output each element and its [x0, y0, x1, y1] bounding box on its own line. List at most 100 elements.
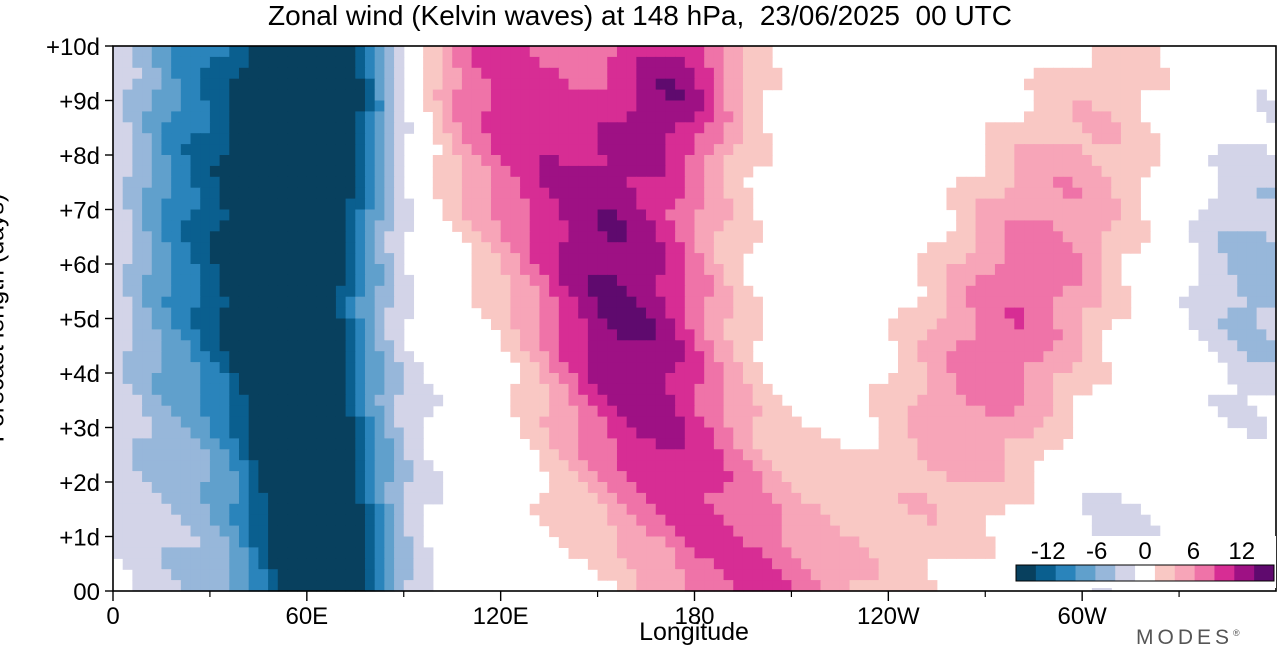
- field-cell: [403, 536, 415, 548]
- field-cell: [209, 296, 221, 309]
- field-cell: [1053, 405, 1064, 418]
- field-cell: [1150, 56, 1161, 69]
- field-cell: [142, 78, 153, 91]
- field-cell: [898, 471, 909, 483]
- field-cell: [1120, 514, 1132, 527]
- field-cell: [229, 285, 240, 298]
- field-cell: [539, 394, 550, 407]
- field-cell: [306, 351, 318, 363]
- field-cell: [122, 503, 133, 516]
- field-cell: [1072, 187, 1083, 200]
- field-cell: [306, 405, 318, 418]
- field-cell: [975, 471, 986, 483]
- field-cell: [655, 525, 667, 538]
- field-cell: [287, 155, 298, 167]
- field-cell: [1082, 165, 1093, 178]
- field-cell: [665, 89, 676, 102]
- field-cell: [1217, 187, 1229, 200]
- field-cell: [549, 373, 560, 385]
- field-cell: [713, 165, 725, 178]
- field-cell: [209, 471, 221, 483]
- field-cell: [161, 220, 172, 232]
- field-cell: [791, 460, 802, 472]
- field-cell: [1024, 220, 1035, 232]
- field-cell: [1256, 296, 1267, 309]
- field-cell: [1062, 274, 1074, 287]
- field-cell: [985, 318, 996, 330]
- field-cell: [209, 580, 221, 592]
- field-cell: [209, 482, 221, 494]
- field-cell: [268, 503, 279, 516]
- field-cell: [636, 176, 647, 189]
- field-cell: [432, 187, 444, 200]
- field-cell: [1217, 394, 1229, 407]
- field-cell: [132, 307, 143, 320]
- field-cell: [190, 187, 201, 200]
- field-cell: [297, 318, 308, 330]
- field-cell: [558, 122, 570, 134]
- field-cell: [442, 165, 453, 178]
- field-cell: [558, 285, 570, 298]
- field-cell: [394, 580, 405, 592]
- field-cell: [268, 449, 279, 461]
- field-cell: [636, 383, 647, 396]
- field-cell: [626, 176, 637, 189]
- field-cell: [1217, 274, 1229, 287]
- field-cell: [607, 46, 618, 58]
- field-cell: [655, 100, 667, 112]
- field-cell: [646, 187, 657, 200]
- field-cell: [549, 242, 560, 254]
- field-cell: [394, 231, 405, 243]
- field-cell: [830, 547, 841, 559]
- field-cell: [142, 318, 153, 330]
- field-cell: [452, 89, 463, 102]
- field-cell: [171, 536, 182, 548]
- field-cell: [345, 242, 356, 254]
- field-cell: [1033, 405, 1044, 418]
- field-cell: [1246, 253, 1258, 265]
- field-cell: [1237, 165, 1248, 178]
- field-cell: [297, 340, 308, 352]
- field-cell: [142, 492, 153, 505]
- field-cell: [190, 253, 201, 265]
- field-cell: [762, 460, 773, 472]
- field-cell: [219, 100, 230, 112]
- field-cell: [122, 438, 133, 450]
- field-cell: [1053, 438, 1064, 450]
- field-cell: [578, 340, 589, 352]
- field-cell: [675, 187, 686, 200]
- field-cell: [684, 165, 696, 178]
- field-cell: [200, 264, 211, 276]
- field-cell: [636, 362, 647, 374]
- field-cell: [384, 471, 395, 483]
- field-cell: [490, 318, 502, 330]
- field-cell: [190, 580, 201, 592]
- field-cell: [452, 198, 463, 211]
- field-cell: [1072, 362, 1083, 374]
- field-cell: [1053, 329, 1064, 341]
- field-cell: [675, 100, 686, 112]
- field-cell: [1101, 100, 1112, 112]
- field-cell: [626, 362, 637, 374]
- field-cell: [490, 122, 502, 134]
- field-cell: [1140, 46, 1151, 58]
- field-cell: [384, 78, 395, 91]
- field-cell: [675, 383, 686, 396]
- field-cell: [1082, 187, 1093, 200]
- field-cell: [742, 155, 754, 167]
- field-cell: [549, 231, 560, 243]
- field-cell: [1091, 111, 1103, 123]
- field-cell: [122, 329, 133, 341]
- field-cell: [490, 56, 502, 69]
- field-cell: [113, 438, 124, 450]
- field-cell: [132, 285, 143, 298]
- field-cell: [578, 492, 589, 505]
- field-cell: [655, 78, 667, 91]
- field-cell: [268, 405, 279, 418]
- field-cell: [238, 56, 250, 69]
- field-cell: [142, 122, 153, 134]
- field-cell: [190, 558, 201, 570]
- field-cell: [616, 187, 628, 200]
- field-cell: [180, 253, 192, 265]
- field-cell: [1246, 242, 1258, 254]
